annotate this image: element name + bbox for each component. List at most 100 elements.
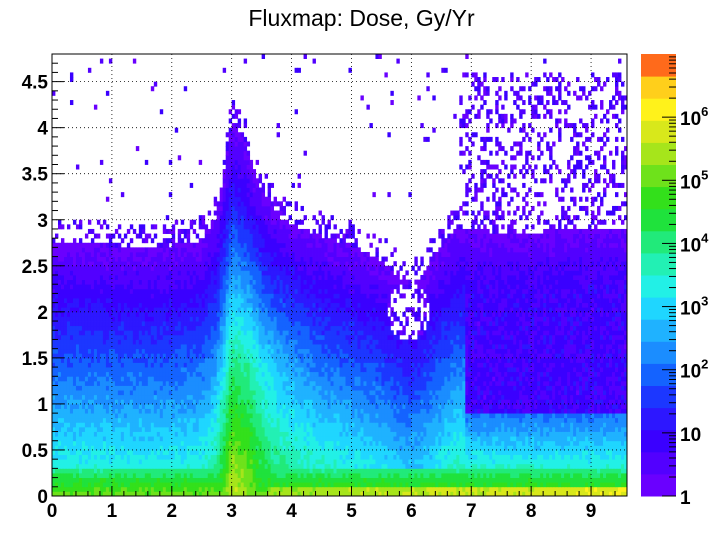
heatmap-cell	[111, 449, 116, 455]
heatmap-cell	[114, 399, 119, 405]
heatmap-cell	[174, 413, 179, 419]
heatmap-cell	[54, 482, 59, 488]
heatmap-cell	[549, 472, 553, 478]
heatmap-cell	[444, 440, 448, 446]
heatmap-cell	[351, 468, 355, 474]
heatmap-cell	[594, 449, 598, 455]
heatmap-cell	[489, 449, 493, 455]
heatmap-cell	[492, 472, 496, 478]
heatmap-cell	[105, 477, 110, 483]
heatmap-cell	[324, 449, 328, 455]
heatmap-cell	[489, 463, 493, 469]
heatmap-cell	[390, 408, 394, 414]
heatmap-cell	[261, 417, 266, 423]
heatmap-cell	[114, 472, 119, 478]
heatmap-cell	[210, 385, 215, 391]
heatmap-cell	[537, 436, 541, 442]
heatmap-cell	[273, 417, 277, 423]
heatmap-cell	[600, 436, 604, 442]
heatmap-cell	[108, 385, 113, 391]
heatmap-cell	[108, 436, 113, 442]
heatmap-cell	[555, 413, 559, 419]
heatmap-cell	[210, 482, 215, 488]
heatmap-cell	[600, 482, 604, 488]
heatmap-cell	[546, 472, 550, 478]
heatmap-cell	[609, 408, 613, 414]
heatmap-cell	[408, 482, 412, 488]
heatmap-cell	[324, 385, 328, 391]
heatmap-cell	[324, 491, 328, 497]
heatmap-cell	[345, 459, 349, 465]
heatmap-cell	[396, 472, 400, 478]
heatmap-cell	[282, 385, 286, 391]
heatmap-cell	[372, 459, 376, 465]
heatmap-cell	[81, 426, 86, 432]
heatmap-cell	[114, 482, 119, 488]
heatmap-cell	[423, 454, 427, 460]
heatmap-cell	[555, 408, 559, 414]
heatmap-cell	[285, 468, 289, 474]
heatmap-cell	[120, 380, 125, 386]
heatmap-cell	[246, 454, 251, 460]
heatmap-cell	[93, 426, 98, 432]
heatmap-cell	[405, 431, 409, 437]
heatmap-cell	[117, 390, 122, 396]
heatmap-cell	[291, 445, 295, 451]
heatmap-cell	[171, 385, 176, 391]
heatmap-cell	[225, 417, 230, 423]
heatmap-cell	[363, 399, 367, 405]
heatmap-cell	[471, 413, 475, 419]
heatmap-cell	[81, 482, 86, 488]
heatmap-cell	[402, 380, 406, 386]
heatmap-cell	[228, 472, 233, 478]
heatmap-cell	[216, 408, 221, 414]
heatmap-cell	[519, 454, 523, 460]
heatmap-cell	[174, 463, 179, 469]
heatmap-cell	[561, 380, 565, 386]
heatmap-cell	[537, 459, 541, 465]
heatmap-cell	[582, 454, 586, 460]
heatmap-cell	[222, 482, 227, 488]
heatmap-cell	[612, 472, 616, 478]
heatmap-cell	[552, 449, 556, 455]
heatmap-cell	[276, 403, 280, 409]
heatmap-cell	[438, 417, 442, 423]
heatmap-cell	[75, 431, 80, 437]
heatmap-cell	[165, 422, 170, 428]
heatmap-cell	[570, 385, 574, 391]
heatmap-cell	[378, 417, 382, 423]
heatmap-cell	[222, 403, 227, 409]
heatmap-cell	[312, 482, 316, 488]
heatmap-cell	[66, 385, 71, 391]
heatmap-cell	[144, 436, 149, 442]
heatmap-cell	[153, 459, 158, 465]
heatmap-cell	[576, 445, 580, 451]
heatmap-cell	[615, 417, 619, 423]
heatmap-cell	[309, 472, 313, 478]
heatmap-cell	[567, 399, 571, 405]
heatmap-cell	[444, 463, 448, 469]
heatmap-cell	[474, 472, 478, 478]
heatmap-cell	[342, 380, 346, 386]
heatmap-cell	[414, 385, 418, 391]
heatmap-cell	[267, 436, 272, 442]
heatmap-cell	[594, 468, 598, 474]
heatmap-cell	[414, 491, 418, 497]
heatmap-cell	[612, 482, 616, 488]
heatmap-cell	[441, 454, 445, 460]
heatmap-cell	[297, 468, 301, 474]
heatmap-cell	[462, 445, 466, 451]
heatmap-cell	[600, 394, 604, 400]
heatmap-cell	[609, 394, 613, 400]
heatmap-cell	[129, 463, 134, 469]
heatmap-cell	[459, 463, 463, 469]
heatmap-cell	[363, 380, 367, 386]
heatmap-cell	[213, 385, 218, 391]
heatmap-cell	[156, 440, 161, 446]
heatmap-cell	[105, 394, 110, 400]
heatmap-cell	[534, 445, 538, 451]
heatmap-cell	[558, 486, 562, 492]
heatmap-cell	[564, 399, 568, 405]
heatmap-cell	[306, 436, 310, 442]
heatmap-cell	[189, 426, 194, 432]
